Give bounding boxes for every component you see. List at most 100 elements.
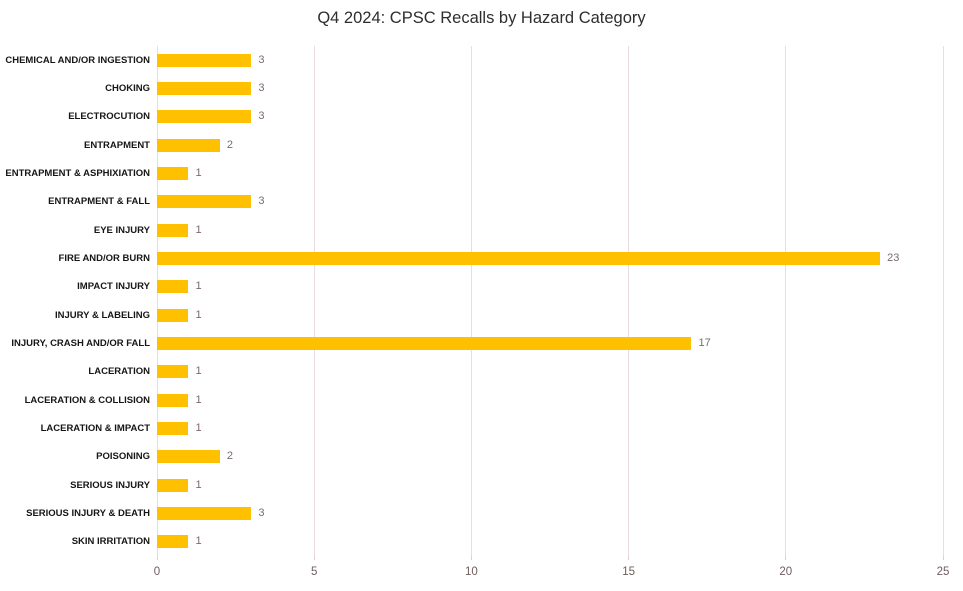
tick-mark-x-0 bbox=[156, 556, 158, 560]
value-label: 1 bbox=[195, 478, 202, 491]
category-label: CHEMICAL AND/OR INGESTION bbox=[5, 54, 150, 66]
category-label: IMPACT INJURY bbox=[77, 281, 150, 293]
bar-track: 2 bbox=[157, 450, 943, 464]
bar bbox=[157, 251, 881, 265]
category-label: ENTRAPMENT bbox=[84, 139, 150, 151]
value-label: 23 bbox=[887, 251, 900, 264]
bar bbox=[157, 53, 252, 67]
tick-mark-x-15 bbox=[628, 556, 630, 560]
bar bbox=[157, 421, 189, 435]
gridline-x-25 bbox=[942, 46, 944, 556]
bar-track: 3 bbox=[157, 81, 943, 95]
tick-mark-x-5 bbox=[313, 556, 315, 560]
x-tick-label: 10 bbox=[464, 566, 478, 578]
category-label: LACERATION & IMPACT bbox=[40, 422, 150, 434]
bar bbox=[157, 450, 220, 464]
bar-row: SERIOUS INJURY & DEATH 3 bbox=[0, 499, 963, 527]
x-tick-label: 20 bbox=[779, 566, 793, 578]
value-label: 2 bbox=[226, 138, 233, 151]
bar bbox=[157, 393, 189, 407]
bar-track: 23 bbox=[157, 251, 943, 265]
bar-track: 3 bbox=[157, 110, 943, 124]
bar-row: ENTRAPMENT & FALL 3 bbox=[0, 188, 963, 216]
category-label: CHOKING bbox=[105, 82, 150, 94]
category-label: ENTRAPMENT & FALL bbox=[48, 196, 150, 208]
x-tick-label: 5 bbox=[310, 566, 318, 578]
value-label: 1 bbox=[195, 308, 202, 321]
bar-row: EYE INJURY 1 bbox=[0, 216, 963, 244]
bar-track: 1 bbox=[157, 280, 943, 294]
bar-row: ELECTROCUTION 3 bbox=[0, 103, 963, 131]
bar-row: LACERATION & COLLISION 1 bbox=[0, 386, 963, 414]
x-tick-label: 0 bbox=[153, 566, 161, 578]
bar-track: 3 bbox=[157, 506, 943, 520]
bar bbox=[157, 365, 189, 379]
chart-title: Q4 2024: CPSC Recalls by Hazard Category bbox=[317, 9, 646, 27]
value-label: 17 bbox=[698, 336, 711, 349]
value-label: 3 bbox=[258, 81, 265, 94]
value-label: 3 bbox=[258, 506, 265, 519]
bar-track: 1 bbox=[157, 365, 943, 379]
x-tick-label: 15 bbox=[622, 566, 635, 578]
bar bbox=[157, 478, 189, 492]
bar-track: 3 bbox=[157, 195, 943, 209]
value-label: 1 bbox=[195, 365, 202, 378]
bar-track: 1 bbox=[157, 166, 943, 180]
bar-row: POISONING 2 bbox=[0, 443, 963, 471]
bar-track: 2 bbox=[157, 138, 943, 152]
value-label: 3 bbox=[258, 53, 265, 66]
bar bbox=[157, 223, 189, 237]
bar bbox=[157, 110, 252, 124]
bar bbox=[157, 336, 692, 350]
category-label: INJURY & LABELING bbox=[54, 309, 150, 321]
bar-row: CHOKING 3 bbox=[0, 74, 963, 102]
bar-track: 3 bbox=[157, 53, 943, 67]
bar-track: 1 bbox=[157, 421, 943, 435]
category-label: FIRE AND/OR BURN bbox=[58, 252, 150, 264]
value-label: 1 bbox=[195, 166, 202, 179]
category-label: ELECTROCUTION bbox=[68, 111, 150, 123]
bar-track: 1 bbox=[157, 393, 943, 407]
bar-row: CHEMICAL AND/OR INGESTION 3 bbox=[0, 46, 963, 74]
value-label: 1 bbox=[195, 535, 202, 548]
bar-row: IMPACT INJURY 1 bbox=[0, 273, 963, 301]
value-label: 2 bbox=[226, 450, 233, 463]
bar-row: SKIN IRRITATION 1 bbox=[0, 528, 963, 556]
bar bbox=[157, 138, 220, 152]
bar bbox=[157, 308, 189, 322]
category-label: INJURY, CRASH AND/OR FALL bbox=[11, 337, 150, 349]
bar-row: LACERATION & IMPACT 1 bbox=[0, 414, 963, 442]
category-label: EYE INJURY bbox=[93, 224, 150, 236]
tick-mark-x-25 bbox=[942, 556, 944, 560]
x-axis: 0 5 10 15 20 25 bbox=[153, 566, 950, 582]
bar-row: INJURY & LABELING 1 bbox=[0, 301, 963, 329]
bar bbox=[157, 195, 252, 209]
bar-row: ENTRAPMENT & ASPHIXIATION 1 bbox=[0, 159, 963, 187]
value-label: 3 bbox=[258, 195, 265, 208]
bar-track: 1 bbox=[157, 478, 943, 492]
category-label: SERIOUS INJURY & DEATH bbox=[26, 507, 150, 519]
bar-row: ENTRAPMENT 2 bbox=[0, 131, 963, 159]
bar-row: SERIOUS INJURY 1 bbox=[0, 471, 963, 499]
bar bbox=[157, 166, 189, 180]
plot-area bbox=[156, 46, 944, 560]
value-label: 3 bbox=[258, 110, 265, 123]
category-label: ENTRAPMENT & ASPHIXIATION bbox=[5, 167, 150, 179]
bar-track: 1 bbox=[157, 308, 943, 322]
gridline-x-15 bbox=[628, 46, 630, 556]
bar-row: LACERATION 1 bbox=[0, 358, 963, 386]
category-label: SKIN IRRITATION bbox=[71, 536, 150, 548]
category-label: SERIOUS INJURY bbox=[70, 479, 150, 491]
category-label: LACERATION bbox=[88, 366, 150, 378]
tick-mark-x-20 bbox=[785, 556, 787, 560]
bar-rows: CHEMICAL AND/OR INGESTION 3 CHOKING 3 ELECTR… bbox=[0, 46, 963, 556]
gridline-x-20 bbox=[785, 46, 787, 556]
value-label: 1 bbox=[195, 223, 202, 236]
bar-row: FIRE AND/OR BURN 23 bbox=[0, 244, 963, 272]
value-label: 1 bbox=[195, 280, 202, 293]
category-label: POISONING bbox=[96, 451, 150, 463]
category-label: LACERATION & COLLISION bbox=[24, 394, 150, 406]
gridline-x-10 bbox=[470, 46, 472, 556]
bar-track: 1 bbox=[157, 535, 943, 549]
